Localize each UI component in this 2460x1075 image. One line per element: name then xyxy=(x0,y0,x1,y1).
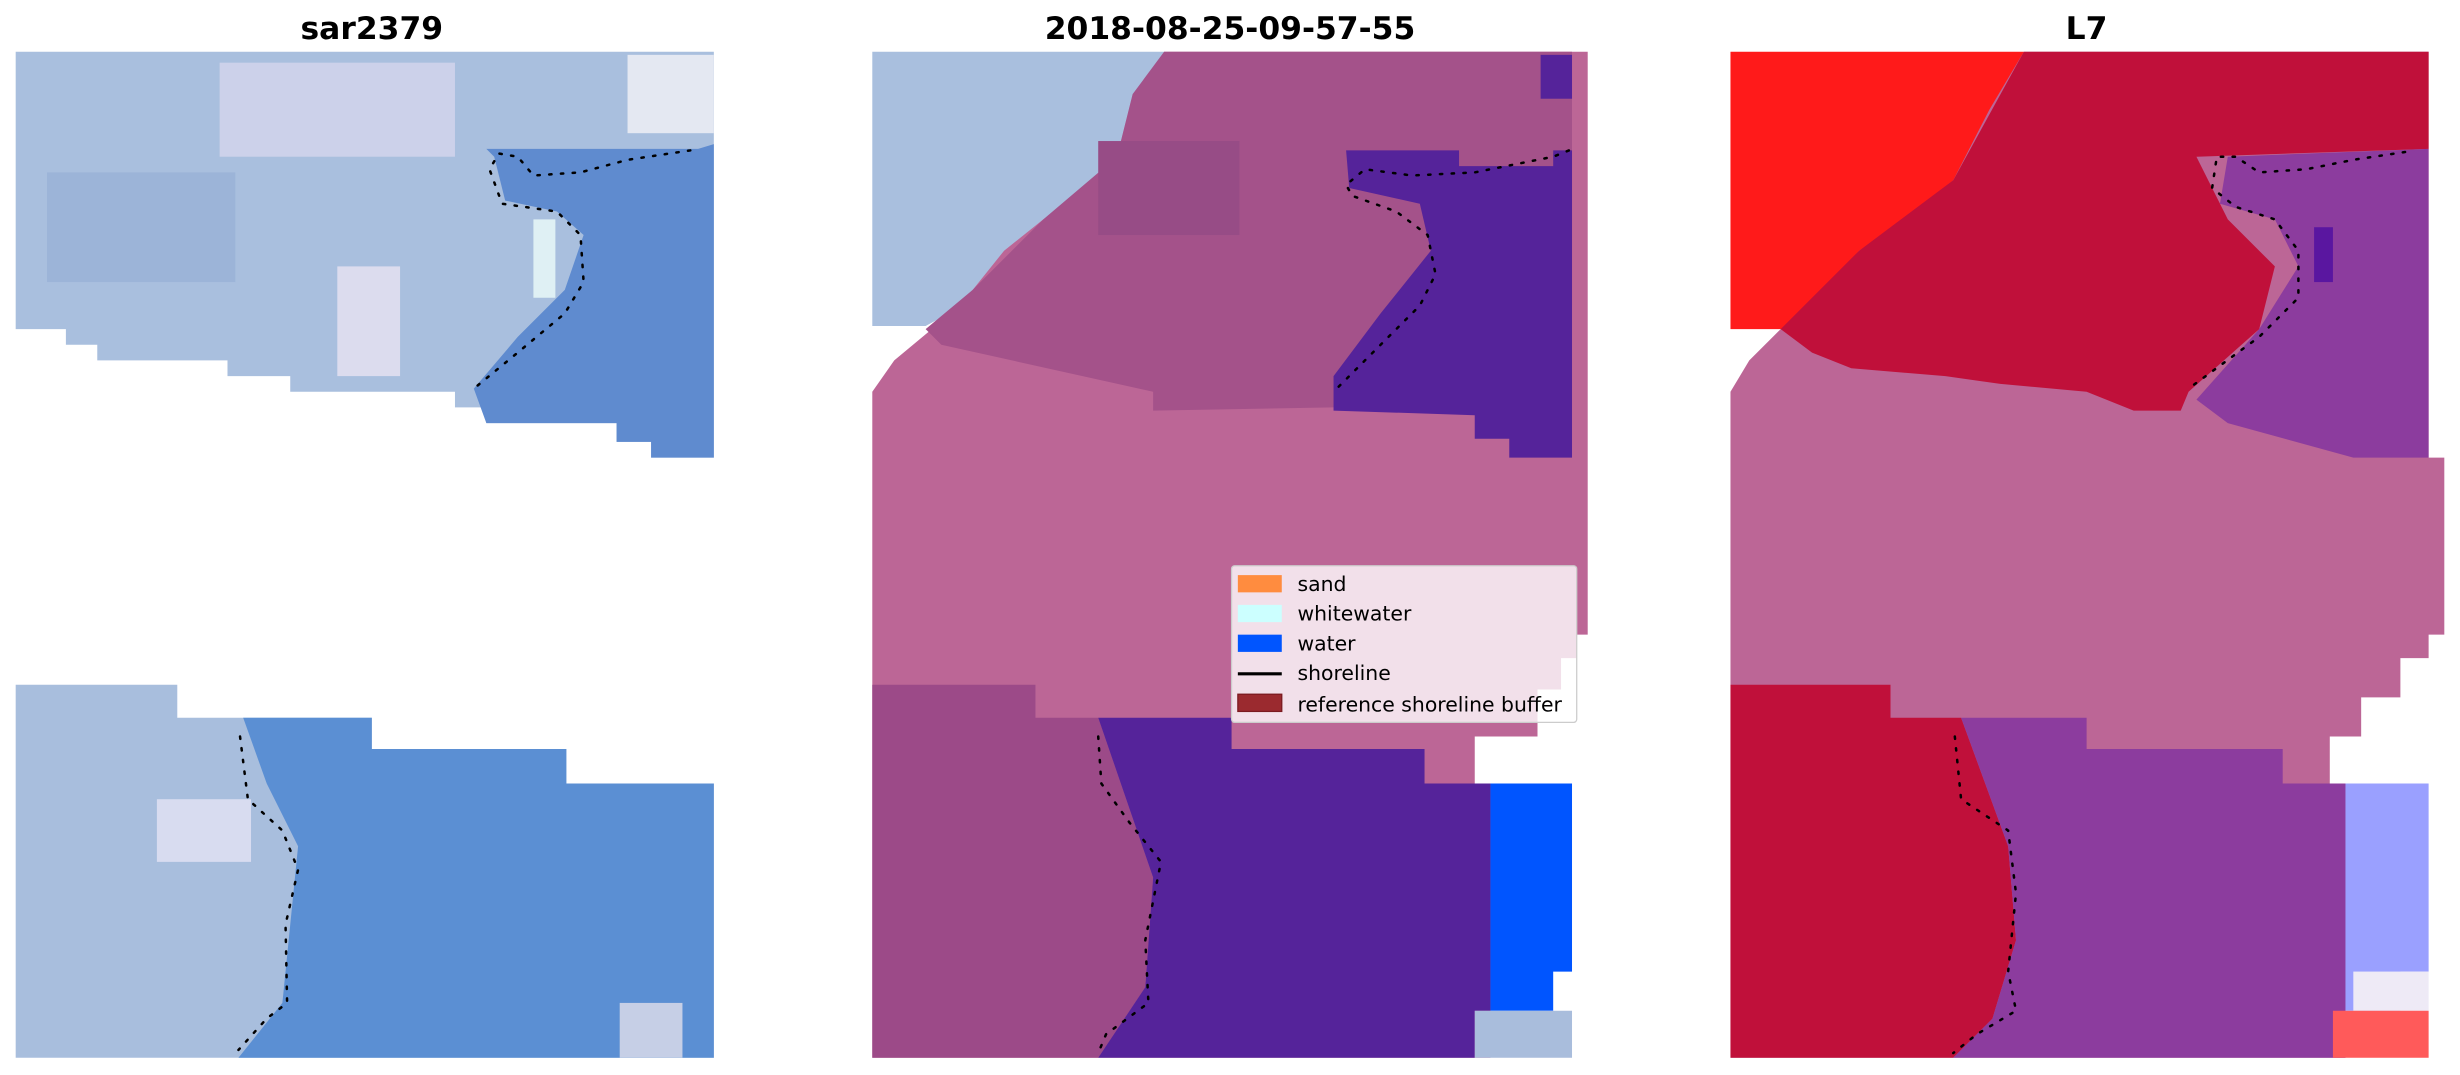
shoreline xyxy=(237,735,300,1052)
legend-label: sand xyxy=(1297,572,1346,596)
legend-item-whitewater: whitewater xyxy=(1237,602,1412,626)
water-class-region xyxy=(1098,717,1491,1058)
whitewater-patch xyxy=(533,219,556,298)
panel-index-image: L7 xyxy=(1730,11,2445,1058)
legend-box xyxy=(1230,565,1578,724)
image-texture xyxy=(337,266,401,377)
water-class-region xyxy=(1333,150,1573,458)
image-texture xyxy=(619,1002,683,1058)
image-texture xyxy=(627,54,714,134)
sand-swatch xyxy=(1237,575,1282,593)
water-region xyxy=(473,144,714,458)
shoreline xyxy=(2187,150,2407,390)
legend-label: whitewater xyxy=(1297,602,1412,626)
low-index-region xyxy=(1953,717,2346,1058)
buffer-swatch xyxy=(1237,693,1283,713)
shoreline xyxy=(1096,735,1163,1055)
whitewater-swatch xyxy=(1237,604,1282,623)
rgb-region xyxy=(872,51,1165,326)
legend: sand whitewater water shoreline referenc… xyxy=(1230,565,1578,724)
water-region xyxy=(238,717,714,1058)
image-texture xyxy=(47,172,236,283)
water-class-region xyxy=(1540,54,1573,99)
legend-item-sand: sand xyxy=(1237,572,1346,596)
legend-label: reference shoreline buffer xyxy=(1297,692,1562,716)
low-index-patch xyxy=(2314,227,2333,283)
image-texture xyxy=(219,62,455,157)
image-texture xyxy=(156,799,252,862)
shoreline xyxy=(1332,149,1571,394)
mixed-patch xyxy=(2332,1010,2429,1058)
panel-rgb-image: sar2379 xyxy=(15,11,714,1058)
panel-title: L7 xyxy=(2066,11,2108,47)
legend-item-reference-shoreline-buffer: reference shoreline buffer xyxy=(1237,692,1563,716)
water-blue-region xyxy=(1490,783,1573,1011)
land-texture xyxy=(1098,141,1240,236)
low-index-region xyxy=(2196,148,2429,458)
mid-index-region xyxy=(1730,684,2017,1058)
legend-item-water: water xyxy=(1237,631,1356,655)
high-index-region xyxy=(1730,51,2024,330)
mid-index-region xyxy=(1780,51,2429,411)
water-swatch xyxy=(1237,634,1282,652)
panel-classified-image: 2018-08-25-09-57-55 sand whitewater xyxy=(872,11,1588,1058)
shoreline xyxy=(472,149,692,390)
panel-title: 2018-08-25-09-57-55 xyxy=(1045,11,1416,47)
mixed-patch xyxy=(2353,971,2429,1011)
land-region xyxy=(872,684,1154,1058)
legend-item-shoreline: shoreline xyxy=(1237,661,1391,685)
negative-index-region xyxy=(2345,783,2429,1011)
panel-title: sar2379 xyxy=(301,11,444,47)
rgb-patch xyxy=(1474,1010,1573,1058)
shoreline xyxy=(1951,735,2018,1055)
legend-label: water xyxy=(1297,631,1356,655)
legend-label: shoreline xyxy=(1297,661,1390,685)
